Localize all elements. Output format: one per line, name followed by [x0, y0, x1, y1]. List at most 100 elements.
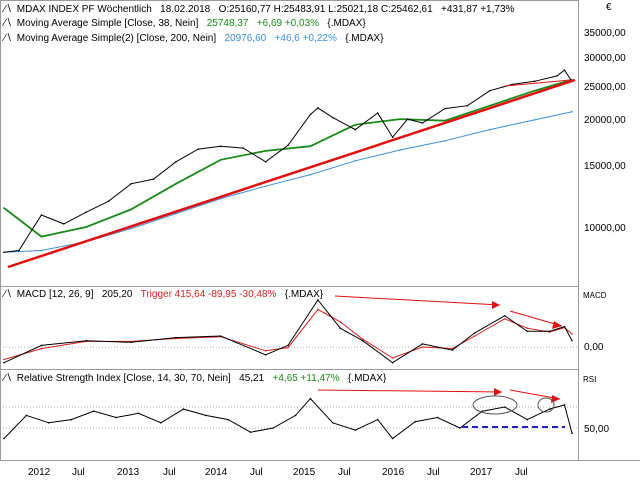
price-line-point	[18, 249, 20, 252]
ma38-line-point	[219, 159, 222, 161]
macd-trigger-line-point	[503, 318, 506, 320]
ma38-line-point	[533, 89, 536, 92]
ma200-line-point	[130, 227, 132, 230]
legend-macd-name: MACD [12, 26, 9]	[16, 289, 94, 300]
price-y-tick: 25000,00	[584, 82, 626, 93]
top-trendline-annotation	[504, 79, 571, 87]
price-line-point	[130, 183, 132, 185]
price-line-point	[563, 69, 566, 71]
legend-rsi-name: Relative Strength Index [Close, 14, 30, …	[16, 373, 231, 384]
macd-trigger-line-point	[339, 321, 342, 323]
rsi-line-point	[25, 414, 28, 417]
price-line-point	[376, 112, 379, 114]
price-y-tick: 30000,00	[584, 53, 626, 64]
price-line-point	[489, 89, 491, 92]
macd-series-group	[3, 299, 573, 364]
rsi-divergence-arrow-2	[509, 389, 561, 400]
ma200-line-point	[399, 149, 401, 151]
rsi-line-point	[414, 420, 416, 423]
macd-divergence-arrow-2	[509, 310, 563, 327]
price-line-point	[391, 136, 394, 138]
ma38-line-point	[3, 207, 5, 209]
macd-line-point	[503, 314, 506, 317]
macd-arrowhead-2	[552, 321, 562, 329]
macd-trigger-line-point	[474, 335, 476, 337]
rsi-series-group	[3, 397, 573, 440]
rsi-line-point	[272, 427, 274, 429]
macd-line-point	[175, 336, 177, 339]
legend-ma38: ⁄∖ Moving Average Simple [Close, 38, Nei…	[4, 18, 366, 29]
ma38-line-point	[175, 183, 177, 185]
price-y-axis: 35000,00 30000,00 25000,00 20000,00 1500…	[584, 28, 626, 234]
legend-rsi-change: +4,65 +11,47%	[272, 373, 340, 384]
rsi-y-tick: 50,00	[584, 424, 609, 435]
price-line-point	[406, 118, 409, 120]
macd-trigger-line-point	[421, 346, 424, 348]
x-tick: 2014	[205, 467, 228, 478]
macd-line-point	[474, 332, 476, 334]
ma200-line-point	[175, 212, 177, 215]
x-tick: Jul	[515, 467, 528, 478]
price-y-tick: 35000,00	[584, 28, 626, 39]
macd-line-point	[287, 344, 289, 347]
price-line-point	[309, 113, 312, 116]
x-tick: Jul	[72, 467, 85, 478]
price-line-point	[242, 147, 244, 149]
rsi-line-point	[182, 408, 185, 410]
x-tick: Jul	[250, 467, 263, 478]
legend-price: ⁄∖ MDAX INDEX PF Wöchentlich 18.02.2018 …	[4, 4, 514, 15]
x-tick: Jul	[163, 467, 176, 478]
line-icon: ⁄∖	[4, 4, 13, 15]
ma38-line-point	[264, 150, 267, 152]
rsi-line-point	[503, 406, 506, 408]
macd-trigger-line-point	[317, 308, 319, 311]
rsi-panel-frame	[0, 369, 579, 461]
price-line-point	[354, 128, 357, 131]
trendline-annotation	[7, 78, 576, 269]
rsi-line-point	[137, 412, 140, 415]
rsi-axis-title: RSI	[583, 375, 596, 384]
legend-ma200-symbol: {.MDAX}	[345, 33, 384, 44]
rsi-line-point	[92, 410, 95, 413]
legend-ma200-change: +46,6 +0,22%	[274, 33, 337, 44]
macd-trigger-line-point	[571, 333, 573, 335]
ma200-line-point	[309, 173, 312, 176]
price-line-point	[444, 107, 446, 110]
price-line	[3, 69, 573, 253]
x-tick: Jul	[427, 467, 440, 478]
line-icon: ⁄∖	[4, 373, 13, 384]
rsi-line-point	[3, 437, 5, 440]
legend-ma38-symbol: {.MDAX}	[327, 18, 366, 29]
macd-trigger-line-point	[361, 338, 364, 341]
macd-trigger-line-point	[40, 347, 43, 350]
price-line-point	[3, 251, 5, 254]
macd-trigger-line	[3, 308, 573, 360]
rsi-line-point	[571, 432, 573, 435]
price-y-tick: 10000,00	[584, 223, 626, 234]
macd-line-point	[339, 327, 342, 330]
price-line-point	[287, 144, 289, 147]
rsi-line-point	[354, 429, 357, 431]
rsi-line-point	[48, 422, 50, 424]
x-tick: 2012	[28, 467, 51, 478]
macd-line-point	[571, 339, 573, 342]
rsi-arrowhead-1	[494, 388, 502, 396]
price-line-point	[421, 122, 424, 124]
ma38-line-point	[399, 118, 401, 120]
rsi-line-point	[459, 427, 461, 429]
ma38-line-point	[489, 104, 491, 107]
ma200-line-point	[264, 185, 267, 187]
legend-ma200-value: 20976,60	[224, 33, 267, 44]
ma38-line-point	[85, 226, 87, 228]
ma200-line-point	[354, 160, 357, 162]
ma38-line	[3, 78, 573, 238]
rsi-line-point	[205, 414, 207, 417]
price-line-point	[264, 161, 267, 163]
price-line-point	[40, 214, 43, 216]
macd-line-point	[421, 343, 424, 345]
x-tick: Jul	[338, 467, 351, 478]
macd-line-point	[391, 361, 394, 364]
macd-trigger-line-point	[391, 357, 394, 359]
macd-trigger-line-point	[287, 346, 289, 349]
rsi-arrowhead-2	[551, 395, 560, 403]
